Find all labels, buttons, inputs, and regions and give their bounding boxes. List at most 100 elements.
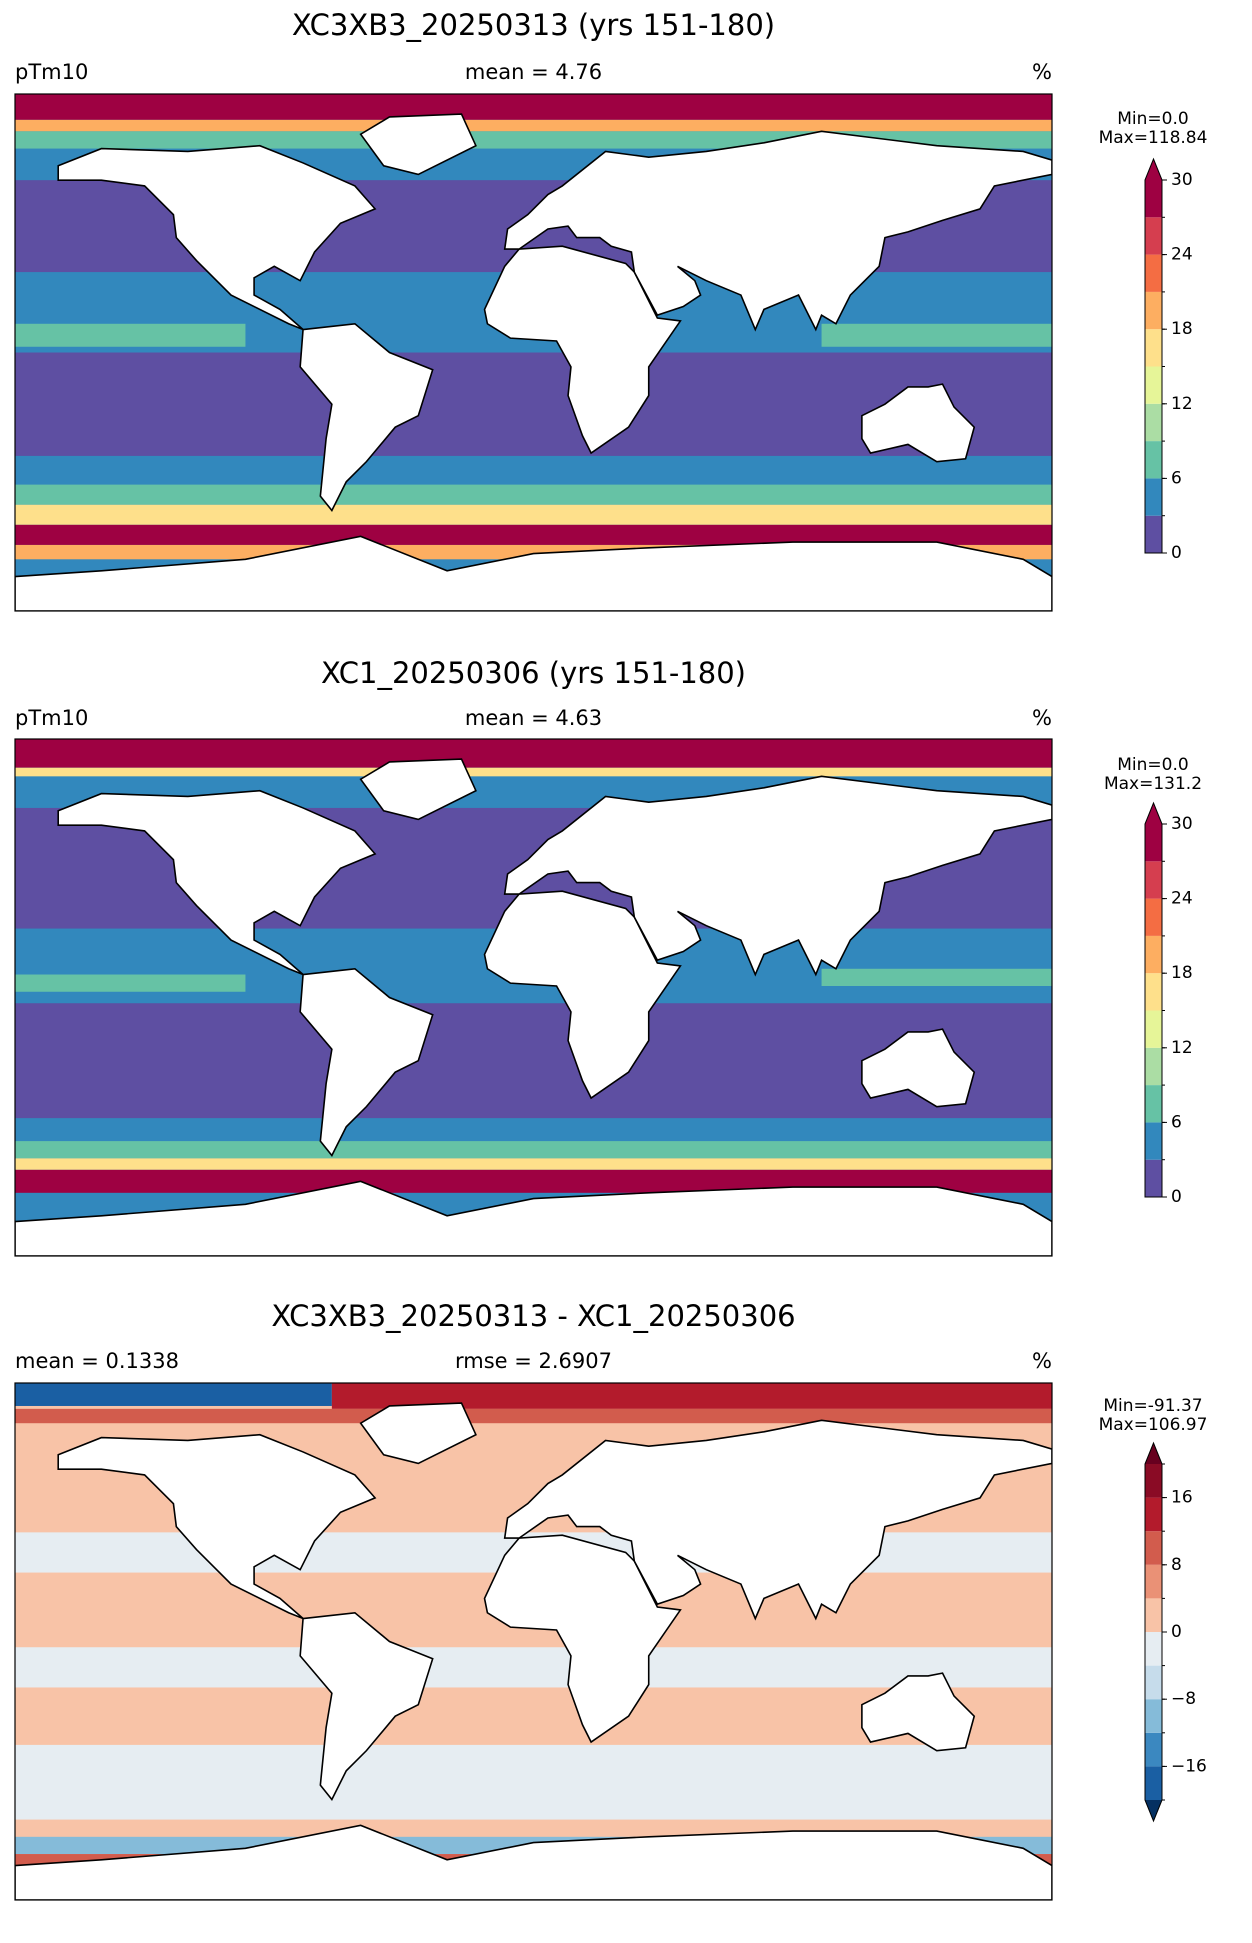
colorbar-band: [1145, 935, 1162, 974]
colorbar-band: [1145, 1699, 1162, 1733]
colorbar-band: [1145, 254, 1162, 292]
colorbar-extend-max: [1145, 159, 1162, 180]
colorbar-band: [1145, 329, 1162, 367]
colorbar-extend-max: [1145, 803, 1162, 824]
land: [15, 1825, 1052, 1900]
map: [15, 739, 1052, 1256]
colorbar-band: [1145, 403, 1162, 442]
colorbar-outline: [1144, 801, 1163, 1198]
stat-label: Max=118.84: [1099, 128, 1208, 148]
colorbar-tick-label: 16: [1171, 1488, 1193, 1508]
land: [58, 146, 375, 330]
land: [58, 1435, 375, 1619]
colorbar-tick-label: 0: [1171, 1622, 1182, 1642]
ocean-field: [15, 739, 1052, 768]
ocean-field: [15, 1408, 1052, 1424]
colorbar-tick-label: −8: [1171, 1689, 1196, 1709]
center-label: mean = 4.76: [465, 60, 602, 84]
colorbar-band: [1145, 1497, 1162, 1532]
ocean-field: [821, 968, 1052, 987]
ocean-field: [15, 1158, 1052, 1170]
colorbar-outline: [1144, 157, 1163, 554]
ocean-field: [15, 484, 1052, 505]
colorbar-band: [1145, 1159, 1162, 1197]
colorbar-band: [1145, 1766, 1162, 1800]
land: [15, 536, 1052, 611]
colorbar-band: [1145, 861, 1162, 899]
ocean-field: [15, 119, 1052, 132]
land: [505, 131, 1052, 329]
land: [300, 1613, 433, 1800]
stat-label: Max=106.97: [1099, 1415, 1208, 1435]
stat-label: Max=131.2: [1104, 774, 1202, 794]
ocean-field: [15, 323, 246, 347]
colorbar-band: [1145, 1047, 1162, 1086]
colorbar-extend-max: [1145, 1443, 1162, 1464]
ocean-field: [15, 1141, 1052, 1159]
colorbar-tick-label: 0: [1171, 543, 1182, 563]
ocean-field: [15, 504, 1052, 525]
stat-label: Min=0.0: [1117, 109, 1188, 129]
colorbar-tick-label: 24: [1171, 889, 1193, 909]
stat-label: Min=-91.37: [1103, 1396, 1202, 1416]
colorbar-band: [1145, 1085, 1162, 1123]
colorbar-tick-label: 30: [1171, 170, 1193, 190]
colorbar-band: [1145, 824, 1162, 862]
colorbar-band: [1145, 217, 1162, 255]
panel-title: XC3XB3_20250313 - XC1_20250306: [271, 1299, 795, 1333]
colorbar-band: [1145, 1122, 1162, 1160]
colorbar-band: [1145, 1598, 1162, 1632]
colorbar-band: [1145, 898, 1162, 936]
stat-label: Min=0.0: [1117, 755, 1188, 775]
map: [15, 94, 1052, 611]
units-label: %: [1032, 1349, 1052, 1373]
land: [485, 891, 681, 1098]
land: [15, 1181, 1052, 1256]
colorbar-tick-label: 6: [1171, 468, 1182, 488]
ocean-field: [821, 323, 1052, 347]
units-label: %: [1032, 706, 1052, 730]
units-label: %: [1032, 60, 1052, 84]
colorbar-band: [1145, 1665, 1162, 1700]
land: [58, 791, 375, 975]
panel-title: XC1_20250306 (yrs 151-180): [321, 656, 746, 690]
ocean-field: [15, 1744, 1052, 1820]
colorbar-band: [1145, 515, 1162, 553]
land: [862, 1029, 974, 1107]
land: [862, 1673, 974, 1751]
colorbar-band: [1145, 1564, 1162, 1599]
center-label: rmse = 2.6907: [455, 1349, 612, 1373]
ocean-field: [15, 974, 246, 992]
land: [361, 1403, 476, 1463]
land: [361, 114, 476, 174]
land: [862, 384, 974, 462]
colorbar-band: [1145, 478, 1162, 516]
ocean-field: [15, 94, 1052, 120]
colorbar-band: [1145, 441, 1162, 479]
land: [485, 246, 681, 453]
colorbar-band: [1145, 1632, 1162, 1666]
colorbar-band: [1145, 1464, 1162, 1498]
colorbar-tick-label: 12: [1171, 1038, 1193, 1058]
ocean-field: [15, 767, 1052, 777]
map: [15, 1383, 1052, 1900]
map-frame: [14, 1382, 1053, 1901]
colorbar-tick-label: −16: [1171, 1756, 1207, 1776]
panel-title: XC3XB3_20250313 (yrs 151-180): [292, 8, 775, 42]
ocean-field: [15, 1647, 1052, 1688]
map-frame: [14, 93, 1053, 612]
left-label: pTm10: [15, 60, 88, 84]
colorbar-band: [1145, 291, 1162, 330]
colorbar-tick-label: 8: [1171, 1555, 1182, 1575]
center-label: mean = 4.63: [465, 706, 602, 730]
colorbar-band: [1145, 973, 1162, 1011]
ocean-field: [15, 524, 1052, 545]
colorbar-tick-label: 18: [1171, 319, 1193, 339]
left-label: pTm10: [15, 706, 88, 730]
colorbar-tick-label: 6: [1171, 1112, 1182, 1132]
colorbar-band: [1145, 180, 1162, 218]
land: [300, 324, 433, 511]
left-label: mean = 0.1338: [15, 1349, 179, 1373]
colorbar-tick-label: 30: [1171, 814, 1193, 834]
